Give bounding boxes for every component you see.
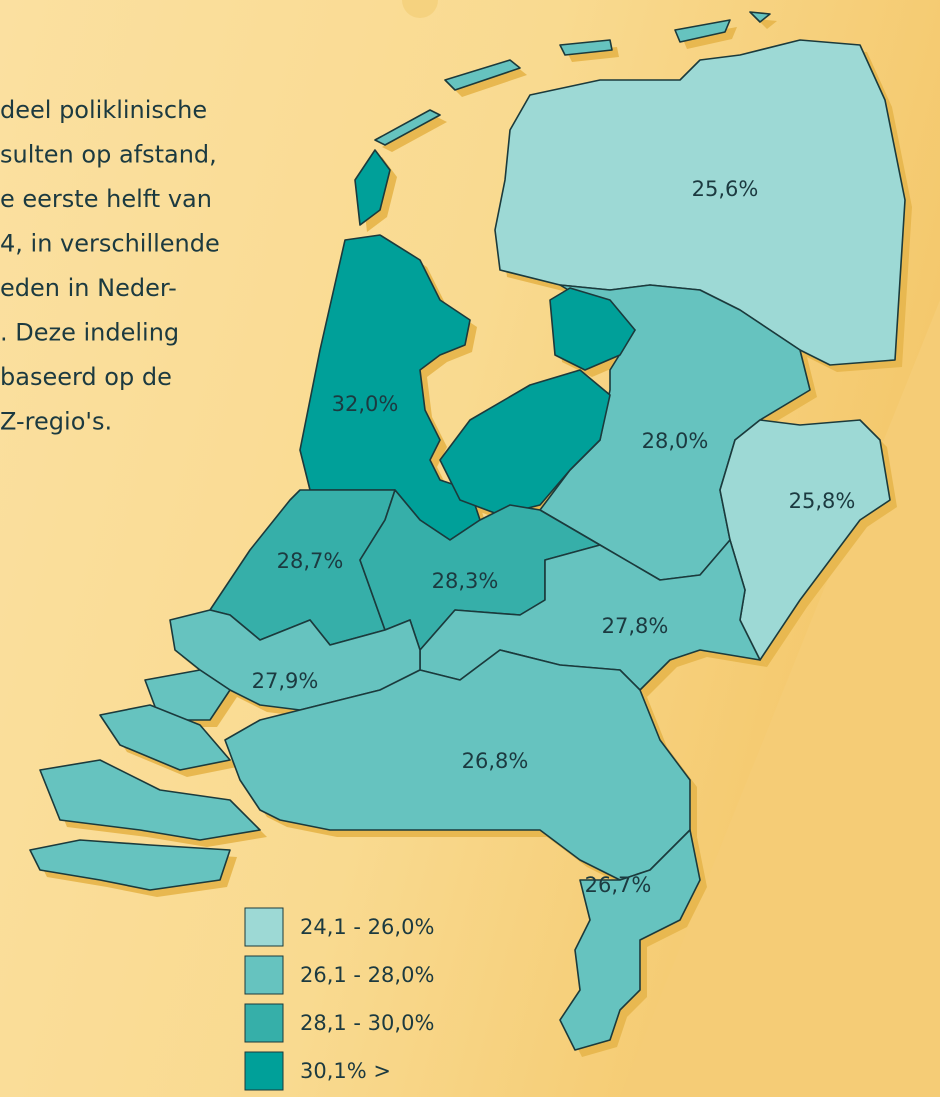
region-label: 28,7%	[277, 549, 344, 573]
region	[299, 149, 636, 541]
region-shape	[444, 59, 521, 91]
legend-swatch	[244, 1051, 284, 1091]
region	[494, 39, 906, 366]
legend: 24,1 - 26,0% 26,1 - 28,0% 28,1 - 30,0% 30,1…	[244, 907, 434, 1091]
region-shape	[757, 19, 777, 29]
intro-text: deel poliklinische sulten op afstand, e ee…	[0, 96, 220, 436]
region-label: 28,3%	[432, 569, 499, 593]
region-label: 25,8%	[789, 489, 856, 513]
intro-line: sulten op afstand,	[0, 141, 217, 169]
region-shape	[559, 829, 701, 1051]
intro-line: . Deze indeling	[0, 319, 179, 347]
intro-line: eden in Neder-	[0, 274, 177, 302]
region-label: 26,8%	[462, 749, 529, 773]
region-shape	[494, 39, 906, 366]
intro-line: deel poliklinische	[0, 96, 207, 124]
region	[29, 11, 771, 891]
region-shape	[749, 11, 771, 23]
region-shape	[439, 369, 611, 516]
legend-swatch	[244, 955, 284, 995]
region-label: 26,7%	[585, 873, 652, 897]
region-label: 28,0%	[642, 429, 709, 453]
region-shape	[549, 287, 636, 371]
region-label: 25,6%	[692, 177, 759, 201]
intro-line: Z-regio's.	[0, 408, 112, 436]
intro-line: baseerd op de	[0, 363, 172, 391]
region-shape	[39, 759, 261, 841]
region-shape	[719, 419, 891, 661]
region-label: 27,9%	[252, 669, 319, 693]
region-shape	[452, 67, 527, 97]
legend-label: 26,1 - 28,0%	[300, 963, 434, 987]
region-label: 27,8%	[602, 614, 669, 638]
legend-label: 24,1 - 26,0%	[300, 915, 434, 939]
region-shape	[382, 117, 447, 152]
intro-line: 4, in verschillende	[0, 230, 220, 258]
decoration	[402, 0, 438, 18]
region-shape	[559, 39, 613, 56]
legend-swatch	[244, 1003, 284, 1043]
region	[559, 829, 701, 1051]
region-shape	[374, 109, 441, 146]
region-shape	[674, 19, 731, 43]
legend-label: 28,1 - 30,0%	[300, 1011, 434, 1035]
legend-swatch	[244, 907, 284, 947]
legend-label: 30,1% >	[300, 1059, 391, 1083]
map	[29, 11, 912, 1057]
intro-line: e eerste helft van	[0, 185, 212, 213]
region	[719, 419, 891, 661]
region-shape	[29, 839, 231, 891]
region-label: 32,0%	[332, 392, 399, 416]
region-shape	[99, 704, 231, 771]
region-labels: 25,6% 28,0% 25,8% 32,0% 28,7% 28,3% 27,8% 27,9%…	[252, 177, 856, 897]
region-shape	[354, 149, 391, 226]
